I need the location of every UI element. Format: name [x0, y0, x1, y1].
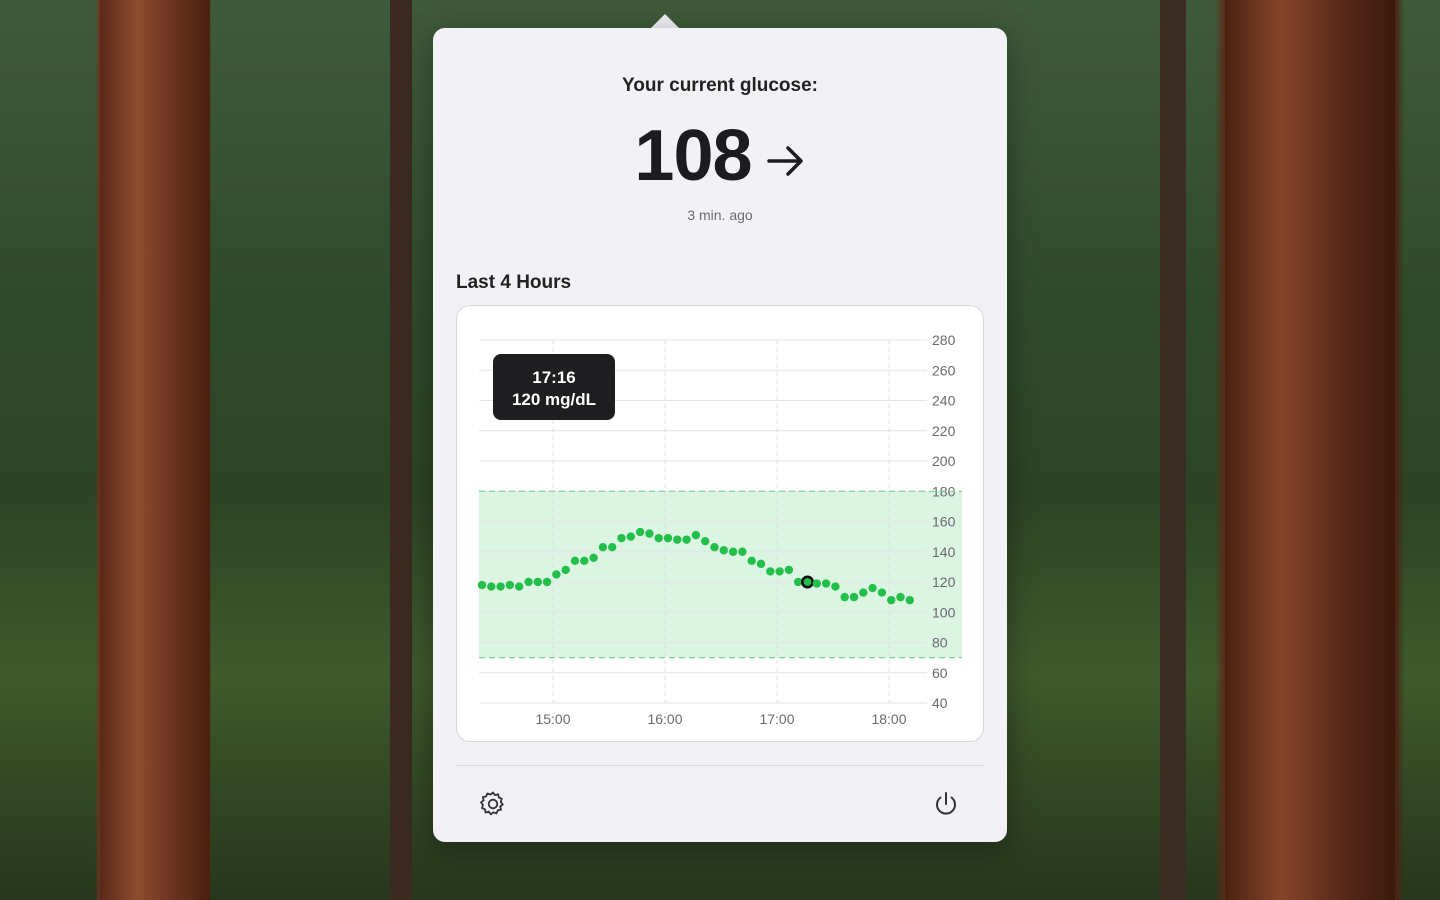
gear-icon	[479, 790, 507, 823]
data-point	[663, 533, 673, 543]
data-point	[533, 577, 542, 587]
data-point	[710, 543, 719, 552]
last-updated-text: 3 min. ago	[687, 207, 753, 223]
current-glucose-value: 108	[634, 116, 752, 196]
selected-data-point	[800, 575, 814, 589]
data-point	[766, 567, 775, 576]
data-point	[812, 579, 821, 588]
data-point	[887, 595, 896, 605]
y-tick-label: 260	[932, 362, 956, 378]
x-tick-label: 17:00	[759, 711, 794, 727]
y-tick-label: 40	[932, 695, 948, 711]
data-point	[728, 547, 738, 556]
background-tree-trunk	[100, 0, 210, 900]
settings-button[interactable]	[477, 790, 509, 822]
data-point	[589, 553, 598, 562]
data-point	[477, 580, 487, 590]
data-point	[598, 543, 608, 552]
tooltip-time: 17:16	[532, 368, 576, 387]
y-tick-label: 120	[932, 574, 956, 590]
y-tick-label: 240	[932, 393, 956, 409]
data-point	[784, 565, 794, 575]
data-point	[896, 592, 905, 602]
data-point	[515, 582, 524, 591]
y-tick-label: 140	[932, 544, 956, 560]
tooltip-value: 120 mg/dL	[511, 390, 597, 409]
data-point	[496, 582, 505, 591]
glucose-chart-card[interactable]: 280 260 240 220 200 180 160 140 120 100 80 60 40 15:0…	[456, 305, 984, 742]
data-point	[859, 588, 868, 597]
data-point	[868, 583, 877, 593]
x-tick-label: 16:00	[647, 711, 682, 727]
x-tick-label: 18:00	[871, 711, 906, 727]
data-point	[756, 559, 766, 569]
data-point	[701, 536, 710, 546]
x-tick-label: 15:00	[535, 711, 570, 727]
data-point	[542, 577, 552, 587]
y-tick-label: 280	[932, 332, 956, 348]
y-tick-label: 100	[932, 604, 956, 620]
data-point	[877, 588, 887, 597]
footer-divider	[456, 765, 984, 766]
y-tick-label: 160	[932, 514, 956, 530]
data-point	[561, 565, 570, 575]
data-point	[487, 582, 496, 591]
popover-arrow	[651, 14, 679, 28]
background-tree-trunk	[390, 0, 412, 900]
data-point	[552, 570, 561, 579]
data-point	[673, 535, 682, 544]
data-point	[635, 527, 645, 537]
data-point	[608, 543, 617, 552]
data-point	[840, 592, 849, 602]
data-point	[645, 529, 654, 538]
background-tree-trunk	[1225, 0, 1395, 900]
data-point	[831, 582, 840, 591]
data-point	[719, 546, 728, 555]
chart-section-title: Last 4 Hours	[456, 272, 572, 293]
right-arrow-icon	[766, 113, 806, 197]
data-point	[905, 595, 914, 605]
y-tick-label: 200	[932, 453, 956, 469]
glucose-chart[interactable]: 28026024022020018016014012010080604015:0…	[457, 306, 985, 743]
data-point	[821, 579, 831, 588]
current-glucose-display: 108	[433, 114, 1007, 198]
data-point	[626, 532, 635, 541]
data-point	[794, 577, 803, 587]
data-point	[580, 556, 589, 566]
y-tick-label: 60	[932, 665, 948, 681]
data-point	[747, 556, 756, 566]
quit-button[interactable]	[930, 790, 962, 822]
data-point	[617, 533, 626, 543]
data-point	[691, 530, 701, 540]
current-glucose-heading: Your current glucose:	[621, 75, 818, 96]
chart-tooltip: 17:16 120 mg/dL	[493, 354, 615, 420]
y-tick-label: 80	[932, 635, 948, 651]
background-tree-trunk	[1160, 0, 1186, 900]
target-range-band	[479, 491, 962, 658]
data-point	[682, 535, 691, 544]
data-point	[775, 567, 784, 576]
data-point	[654, 533, 663, 543]
data-point	[505, 580, 515, 590]
data-point	[524, 577, 533, 587]
data-point	[570, 556, 580, 566]
glucose-popover: Your current glucose: 108 3 min. ago Las…	[433, 28, 1007, 842]
power-icon	[932, 790, 960, 823]
data-point	[738, 547, 747, 556]
data-point	[849, 592, 859, 602]
y-tick-label: 220	[932, 423, 956, 439]
